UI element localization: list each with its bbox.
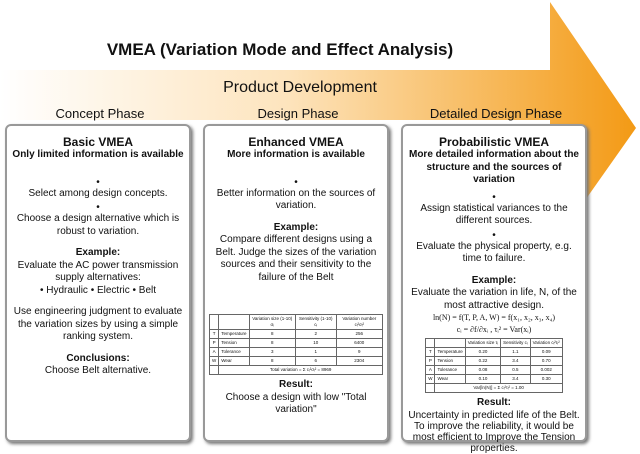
enhanced-vmea-panel: Enhanced VMEA More information is availa… <box>203 124 389 442</box>
example-label: Example: <box>471 274 517 286</box>
table-cell: A <box>208 347 220 357</box>
table-header <box>425 338 436 348</box>
table-cell: 2 <box>294 329 337 339</box>
table-cell: 1.1 <box>500 347 531 357</box>
table-cell: Wear <box>218 356 250 366</box>
basic-vmea-panel: Basic VMEA Only limited information is a… <box>5 124 191 442</box>
equation-sensitivity: cᵢ = ∂f/∂xᵢ , τᵢ² = Var(xᵢ) <box>456 325 532 334</box>
panel-subheading: Only limited information is available <box>12 149 184 160</box>
example-text: Compare different designs using a Belt. … <box>215 234 377 283</box>
table-cell: 0.30 <box>529 374 563 384</box>
result-text: Uncertainty in predicted life of the Bel… <box>408 409 580 454</box>
table-header <box>208 314 220 330</box>
table-cell: 1 <box>294 347 337 357</box>
table-cell: P <box>425 356 436 366</box>
panel-subheading: More detailed information about the stru… <box>408 149 579 185</box>
table-header <box>434 338 466 348</box>
table-cell: 8 <box>248 356 296 366</box>
table-cell: 6 <box>294 356 337 366</box>
result-label: Result: <box>279 379 313 390</box>
table-cell: 0.002 <box>529 365 563 375</box>
table-cell: T <box>425 347 436 357</box>
example-label: Example: <box>75 247 121 258</box>
phase-label-design: Design Phase <box>257 106 339 121</box>
table-cell: Tension <box>218 338 250 348</box>
probabilistic-vmea-panel: Probabilistic VMEA More detailed informa… <box>401 124 587 454</box>
result-text: Choose a design with low "Total variatio… <box>225 391 367 416</box>
bullet-text: Assign statistical variances to the diff… <box>420 202 568 227</box>
table-cell: A <box>425 365 436 375</box>
table-cell: 3 <box>248 347 296 357</box>
panel-heading: Probabilistic VMEA <box>438 135 550 149</box>
table-header: Variation cᵢ²τᵢ² <box>529 338 563 348</box>
table-cell: 8 <box>248 338 296 348</box>
table-cell: 0.08 <box>464 365 502 375</box>
table-cell: 0.09 <box>529 347 563 357</box>
table-row: A Tolerance 3 1 9 <box>208 347 384 357</box>
equation-life: ln(N) = f(T, P, A, W) = f(x₁, x₂, x₃, x₄… <box>432 313 556 322</box>
table-row: W Wear 8 6 2304 <box>208 356 384 366</box>
table-cell: 3.4 <box>500 356 531 366</box>
variance-table: Variation size τᵢ Sensitivity cᵢ Variation… <box>425 338 563 393</box>
table-total: Total variation = Σ cᵢ²σᵢ² = 8969 <box>218 365 383 375</box>
variation-table: Variation size (1-10) σᵢ Sensitivity (1-1… <box>208 314 384 375</box>
table-cell: 8 <box>248 329 296 339</box>
bullet-text: Choose a design alternative which is rob… <box>16 213 180 237</box>
example-text: Evaluate the AC power transmission suppl… <box>17 259 179 284</box>
table-cell: T <box>208 329 220 339</box>
table-row: P Tension 0.22 3.4 0.70 <box>425 356 563 366</box>
example-text: Evaluate the variation in life, N, of th… <box>411 287 577 311</box>
table-cell: 0.20 <box>464 347 502 357</box>
phase-label-concept: Concept Phase <box>55 106 145 121</box>
table-header: Sensitivity cᵢ <box>500 338 531 348</box>
product-development-label: Product Development <box>223 79 377 96</box>
panel-heading: Basic VMEA <box>62 135 134 149</box>
table-cell: Tension <box>434 356 466 366</box>
panel-heading: Enhanced VMEA <box>248 135 344 149</box>
bullet-text: Evaluate the physical property, e.g. tim… <box>416 240 572 265</box>
phase-label-detailed: Detailed Design Phase <box>429 106 563 121</box>
table-cell: P <box>208 338 220 348</box>
table-cell: 6400 <box>335 338 384 348</box>
table-cell: 0.70 <box>529 356 563 366</box>
bullet-text: Select among design concepts. <box>28 187 168 199</box>
table-cell: 10 <box>294 338 337 348</box>
table-cell: 0.10 <box>464 374 502 384</box>
table-cell: 0.22 <box>464 356 502 366</box>
table-cell: 9 <box>335 347 384 357</box>
table-cell: 3.4 <box>500 374 531 384</box>
result-label: Conclusions: <box>66 352 130 364</box>
bullet-text: Better information on the sources of var… <box>216 187 376 212</box>
diagram-title: VMEA (Variation Mode and Effect Analysis… <box>106 40 454 59</box>
table-cell: 2304 <box>335 356 384 366</box>
table-header: Variation size (1-10) σᵢ <box>248 314 296 330</box>
table-row: T Temperature 8 2 256 <box>208 329 384 339</box>
table-cell: 0.5 <box>500 365 531 375</box>
panel-subheading: More information is available <box>227 149 365 160</box>
table-header <box>218 314 250 330</box>
table-cell: W <box>425 374 436 384</box>
table-row: P Tension 8 10 6400 <box>208 338 384 348</box>
table-cell: Temperature <box>434 347 466 357</box>
table-cell: Tolerance <box>434 365 466 375</box>
table-header: Sensitivity (1-10) cᵢ <box>294 314 337 330</box>
table-cell: W <box>208 356 220 366</box>
table-row: A Tolerance 0.08 0.5 0.002 <box>425 365 563 375</box>
table-cell: Tolerance <box>218 347 250 357</box>
table-row: T Temperature 0.20 1.1 0.09 <box>425 347 563 357</box>
table-header: Variation number cᵢ²σᵢ² <box>335 314 384 330</box>
alternatives-text: • Hydraulic • Electric • Belt <box>39 284 157 296</box>
table-header: Variation size τᵢ <box>464 338 502 348</box>
result-label: Result: <box>477 397 511 408</box>
example-label: Example: <box>273 221 319 233</box>
table-cell: Wear <box>434 374 466 384</box>
table-row: W Wear 0.10 3.4 0.30 <box>425 374 563 384</box>
table-cell: 256 <box>335 329 384 339</box>
table-cell: Temperature <box>218 329 250 339</box>
table-total: Var[ln(N)] = Σ cᵢ²τᵢ² = 1.00 <box>434 383 563 393</box>
note-text: Use engineering judgment to evaluate the… <box>13 306 183 342</box>
result-text: Choose Belt alternative. <box>44 365 152 376</box>
